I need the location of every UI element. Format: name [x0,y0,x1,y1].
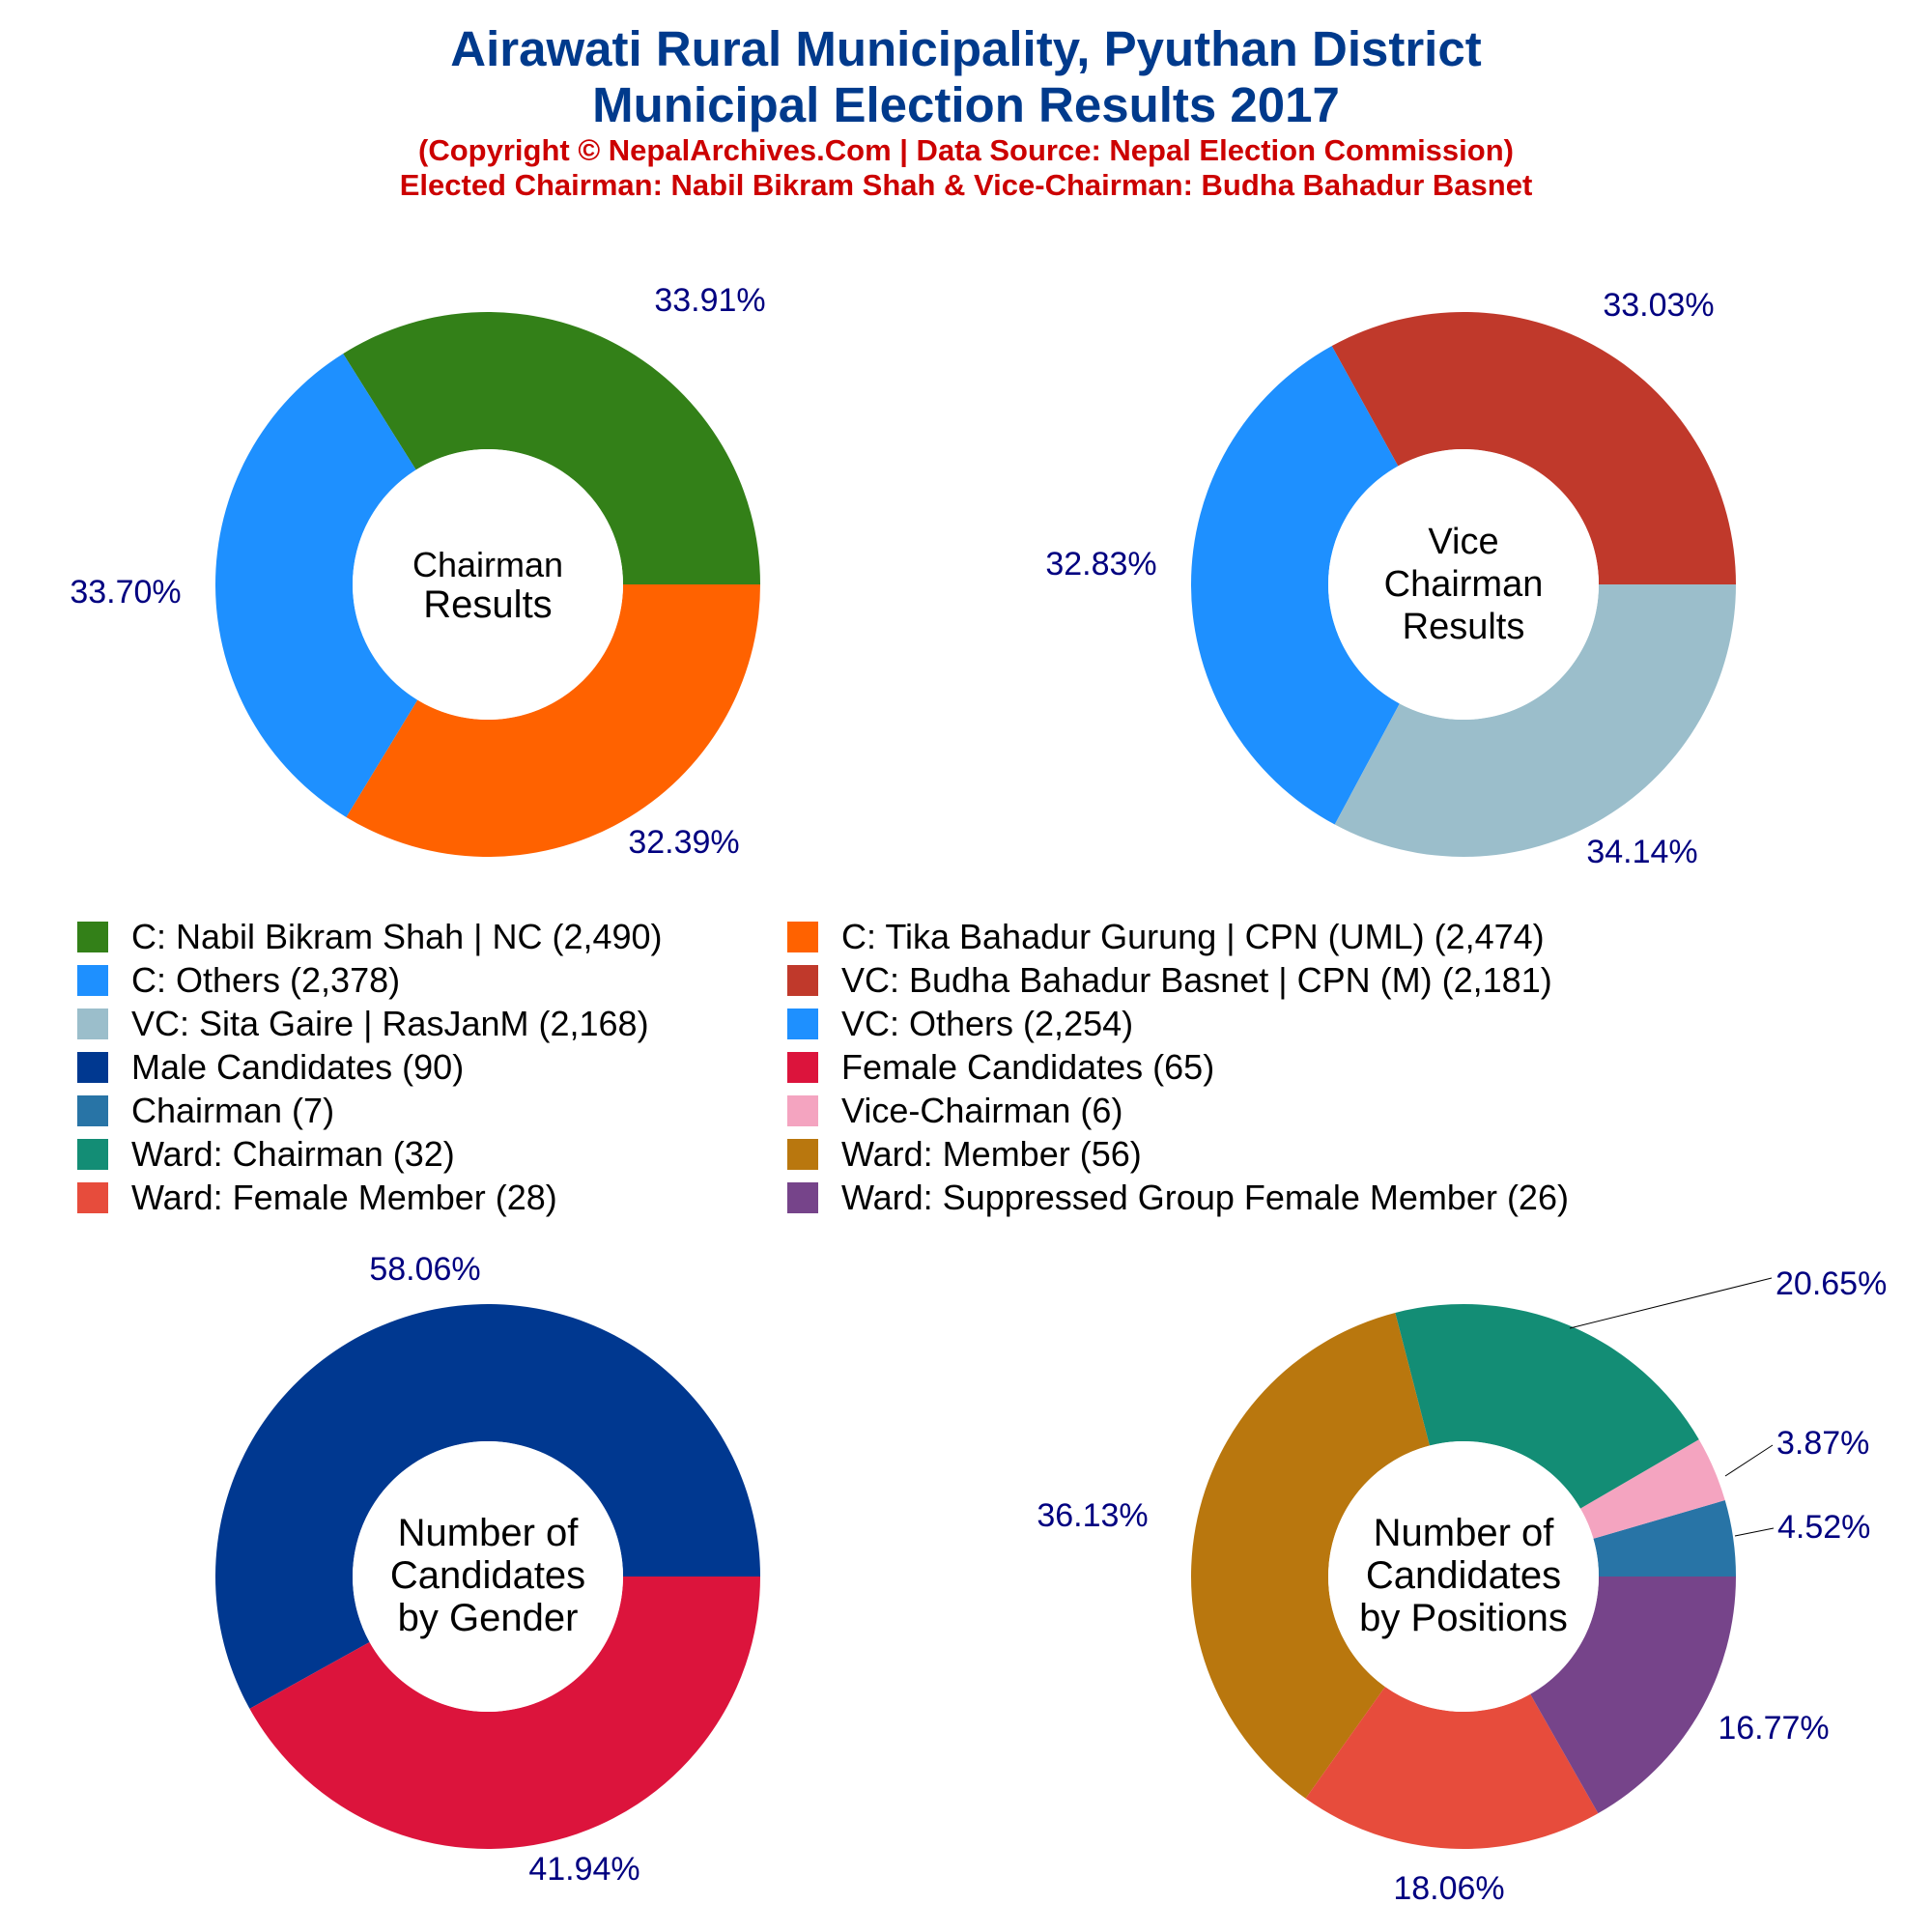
donut-hole [1328,1441,1599,1712]
legend-item: Ward: Suppressed Group Female Member (26… [787,1177,1569,1219]
legend-swatch [787,922,818,952]
legend-item: Male Candidates (90) [77,1046,464,1089]
legend-label: Female Candidates (65) [841,1047,1215,1087]
legend-label: C: Tika Bahadur Gurung | CPN (UML) (2,47… [841,917,1545,956]
label-leader-line [1724,1444,1774,1477]
percent-label: 16.77% [1718,1710,1829,1747]
legend-swatch [787,1009,818,1039]
donut-center-title: Vice [1428,522,1498,562]
pie-slice [1331,312,1736,584]
legend-item: VC: Sita Gaire | RasJanM (2,168) [77,1003,649,1045]
pie-slice [1305,1687,1599,1849]
percent-label: 33.03% [1603,287,1714,324]
label-leader-line [1734,1527,1775,1537]
donut-center-title: by Positions [1359,1597,1568,1639]
donut-center-title: Chairman [412,545,563,584]
chart-title-line-1: Airawati Rural Municipality, Pyuthan Dis… [450,21,1482,76]
percent-label: 41.94% [528,1851,639,1888]
percent-label: 18.06% [1393,1870,1504,1907]
legend-swatch [77,1182,108,1213]
donut-hole [353,449,623,720]
legend-swatch [787,1052,818,1083]
chart-subtitle-line-1: (Copyright © NepalArchives.Com | Data So… [418,133,1514,167]
donut-center-title: Number of [398,1512,580,1554]
legend-item: C: Others (2,378) [77,959,400,1002]
donut-hole [353,1441,623,1712]
legend-swatch [787,1139,818,1170]
donut-center-title: Number of [1374,1512,1555,1554]
pie-slice [249,1577,760,1849]
legend-item: C: Tika Bahadur Gurung | CPN (UML) (2,47… [787,916,1545,958]
legend-label: Ward: Member (56) [841,1134,1142,1174]
pie-slice [1593,1500,1736,1577]
legend-swatch [787,965,818,996]
legend-item: Ward: Female Member (28) [77,1177,557,1219]
percent-label: 4.52% [1777,1509,1870,1546]
pie-slice [1191,346,1400,825]
legend-item: VC: Others (2,254) [787,1003,1133,1045]
percent-label: 32.39% [628,824,739,861]
legend-item: Ward: Member (56) [787,1133,1142,1176]
percent-label: 33.91% [654,282,765,319]
legend-label: VC: Budha Bahadur Basnet | CPN (M) (2,18… [841,960,1552,1000]
legend-label: VC: Others (2,254) [841,1004,1134,1043]
legend-swatch [77,1052,108,1083]
legend-label: Ward: Suppressed Group Female Member (26… [841,1178,1569,1217]
pie-slice [1530,1577,1736,1814]
legend-swatch [77,1139,108,1170]
legend-swatch [787,1182,818,1213]
legend-item: Ward: Chairman (32) [77,1133,455,1176]
chart-subtitle-line-2: Elected Chairman: Nabil Bikram Shah & Vi… [399,168,1533,202]
donut-center-title: Candidates [1366,1554,1561,1597]
donut-chart: 4.52% 3.87% 20.65% 36.13% 18.06% 16.77% Number… [1037,1265,1887,1907]
pie-slice [1580,1439,1725,1539]
percent-label: 20.65% [1776,1265,1887,1302]
pie-slice [346,584,760,857]
legend-swatch [77,1009,108,1039]
legend-item: Chairman (7) [77,1090,334,1132]
legend-label: C: Nabil Bikram Shah | NC (2,490) [131,917,663,956]
legend-label: Male Candidates (90) [131,1047,465,1087]
legend-item: Vice-Chairman (6) [787,1090,1122,1132]
label-leader-line [1569,1277,1773,1329]
legend-item: C: Nabil Bikram Shah | NC (2,490) [77,916,663,958]
legend-swatch [77,922,108,952]
legend-item: Female Candidates (65) [787,1046,1214,1089]
percent-label: 33.70% [70,574,181,611]
percent-label: 32.83% [1045,546,1156,582]
percent-label: 3.87% [1776,1425,1869,1462]
donut-center-title: Candidates [390,1554,585,1597]
pie-slice [1395,1304,1699,1509]
legend-swatch [787,1095,818,1126]
legend-label: C: Others (2,378) [131,960,401,1000]
pie-slice [1334,584,1736,857]
chart-header: Airawati Rural Municipality, Pyuthan Dis… [0,21,1932,203]
donut-center-title: Results [423,583,552,626]
percent-label: 34.14% [1586,834,1697,870]
chart-title-line-2: Municipal Election Results 2017 [592,77,1340,132]
legend-label: Chairman (7) [131,1091,335,1130]
pie-slice [1191,1313,1430,1799]
legend-label: VC: Sita Gaire | RasJanM (2,168) [131,1004,649,1043]
percent-label: 58.06% [369,1251,480,1288]
legend-label: Ward: Female Member (28) [131,1178,557,1217]
legend-swatch [77,965,108,996]
donut-center-title: Results [1403,607,1525,647]
pie-slice [215,354,418,817]
donut-hole [1328,449,1599,720]
legend-item: VC: Budha Bahadur Basnet | CPN (M) (2,18… [787,959,1552,1002]
percent-label: 36.13% [1037,1497,1148,1534]
donut-center-title: Chairman [1384,564,1544,605]
legend-label: Vice-Chairman (6) [841,1091,1123,1130]
donut-center-title: by Gender [398,1597,579,1639]
legend-swatch [77,1095,108,1126]
legend-label: Ward: Chairman (32) [131,1134,455,1174]
pie-slice [343,311,760,584]
pie-slice [214,1303,760,1709]
